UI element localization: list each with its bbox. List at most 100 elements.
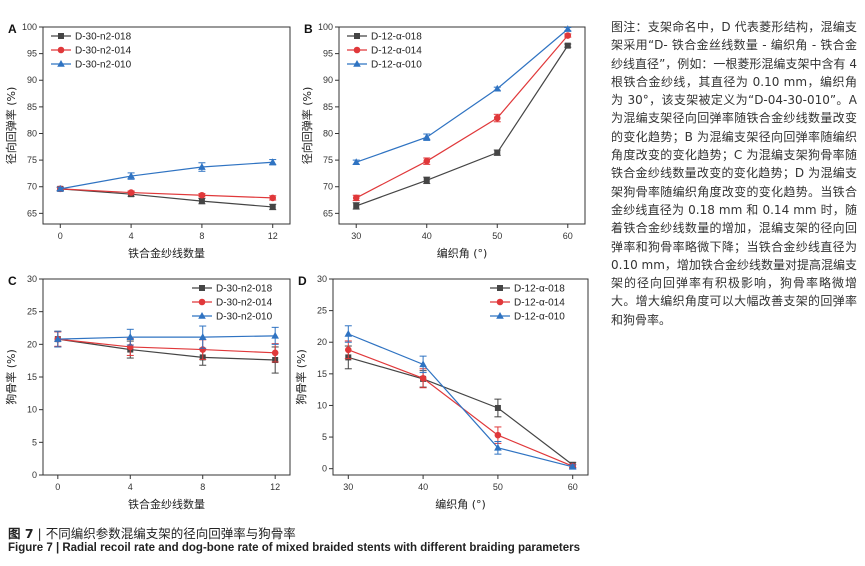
x-tick-label: 50: [492, 231, 502, 241]
series-line: [356, 28, 569, 163]
series-D-12-α-014: [352, 32, 572, 202]
caption-en: Figure 7 | Radial recoil rate and dog-bo…: [8, 542, 580, 554]
data-point: [56, 184, 65, 192]
legend-marker: [497, 285, 503, 291]
data-point: [564, 32, 572, 39]
legend: D-30-n2-018 D-30-n2-014 D-30-n2-010: [51, 32, 132, 71]
series-line: [348, 356, 574, 466]
series-D-12-α-018: [352, 42, 572, 210]
x-tick-label: 4: [128, 482, 133, 492]
y-tick-label: 100: [22, 22, 37, 32]
x-tick-label: 40: [418, 482, 428, 492]
data-point: [269, 203, 276, 210]
panel-label: C: [8, 274, 17, 288]
x-tick-label: 60: [563, 231, 573, 241]
legend-entry: D-12-α-018: [371, 32, 422, 43]
x-axis-label: 铁合金纱线数量: [128, 246, 205, 260]
x-tick-label: 30: [351, 231, 361, 241]
y-tick-label: 95: [27, 49, 37, 59]
series-D-12-α-010: [352, 25, 572, 166]
x-axis-label: 编织角 (°): [435, 497, 486, 511]
y-tick-label: 80: [323, 128, 333, 138]
x-axis-label: 编织角 (°): [437, 246, 488, 260]
y-tick-label: 15: [317, 369, 327, 379]
x-tick-label: 8: [200, 482, 205, 492]
data-point: [494, 149, 501, 156]
data-point: [423, 177, 430, 184]
series-line: [57, 338, 276, 361]
data-point: [494, 404, 501, 411]
y-tick-label: 30: [27, 274, 37, 284]
legend-marker: [57, 60, 65, 67]
series-D-30-n2-018: [56, 185, 277, 211]
data-point: [422, 133, 431, 141]
y-tick-label: 15: [27, 372, 37, 382]
legend: D-12-α-018 D-12-α-014 D-12-α-010: [490, 284, 565, 323]
x-tick-label: 0: [55, 482, 60, 492]
data-point: [54, 335, 62, 342]
legend-marker: [199, 285, 205, 291]
x-tick-label: 12: [270, 482, 280, 492]
y-tick-label: 75: [323, 155, 333, 165]
series-line: [57, 338, 276, 354]
series-D-12-α-014: [344, 340, 577, 470]
y-tick-label: 5: [322, 432, 327, 442]
chart-panel-a: A 65 70 75 80 85 90 95 100 0 4 8 12 铁合金纱线数量 径向回弹率 (%) D…: [4, 22, 291, 260]
data-point: [127, 189, 135, 196]
legend-entry: D-30-n2-018: [75, 32, 132, 43]
data-point: [271, 349, 279, 357]
data-point: [423, 157, 431, 165]
series-line: [356, 45, 569, 207]
data-point: [126, 333, 135, 340]
y-tick-label: 85: [323, 102, 333, 112]
data-point: [419, 360, 427, 368]
y-tick-label: 5: [32, 437, 37, 447]
data-point: [568, 462, 577, 470]
y-tick-label: 90: [27, 75, 37, 85]
legend-marker: [198, 312, 206, 319]
series-line: [57, 335, 276, 340]
data-point: [563, 25, 572, 32]
y-tick-label: 85: [27, 102, 37, 112]
legend-marker: [57, 46, 65, 54]
series-line: [355, 35, 569, 199]
y-tick-label: 100: [318, 22, 333, 32]
legend-entry: D-12-α-010: [514, 312, 565, 323]
legend-marker: [198, 298, 206, 306]
y-tick-label: 10: [27, 405, 37, 415]
legend-marker: [353, 46, 361, 54]
caption-cn-separator: |: [37, 526, 42, 541]
series-D-12-α-010: [344, 325, 577, 470]
data-point: [198, 333, 207, 340]
data-point: [494, 431, 502, 439]
plot-frame: [332, 278, 589, 476]
y-tick-label: 0: [32, 470, 37, 480]
x-axis-label: 铁合金纱线数量: [128, 497, 205, 511]
data-point: [344, 330, 353, 337]
caption-en-figure-number: Figure 7: [8, 542, 53, 554]
panel-label: A: [8, 22, 17, 36]
legend-marker: [496, 298, 504, 306]
y-tick-label: 70: [27, 182, 37, 192]
data-point: [271, 331, 279, 339]
plot-frame: [338, 26, 586, 225]
y-axis-label: 狗骨率 (%): [4, 349, 18, 405]
legend: D-12-α-018 D-12-α-014 D-12-α-010: [347, 32, 422, 71]
x-tick-label: 30: [343, 482, 353, 492]
data-point: [352, 158, 361, 166]
legend-marker: [354, 33, 360, 39]
x-tick-label: 4: [129, 231, 134, 241]
data-point: [198, 191, 206, 199]
legend-entry: D-12-α-010: [371, 60, 422, 71]
data-point: [493, 84, 502, 92]
data-point: [353, 202, 360, 209]
figure-note: 图注：支架命名中，D 代表菱形结构，混编支架采用“D- 铁合金丝线数量 - 编织…: [611, 20, 857, 327]
panel-label: D: [298, 274, 307, 288]
y-tick-label: 25: [27, 307, 37, 317]
y-tick-label: 25: [317, 306, 327, 316]
legend-entry: D-30-n2-018: [216, 284, 273, 295]
x-tick-label: 50: [493, 482, 503, 492]
y-tick-label: 65: [27, 208, 37, 218]
caption-en-text: Radial recoil rate and dog-bone rate of …: [62, 542, 580, 554]
chart-panel-b: B 65 70 75 80 85 90 95 100 30 40 50 60 编织角 (°) 径向回弹率 (…: [300, 22, 586, 260]
